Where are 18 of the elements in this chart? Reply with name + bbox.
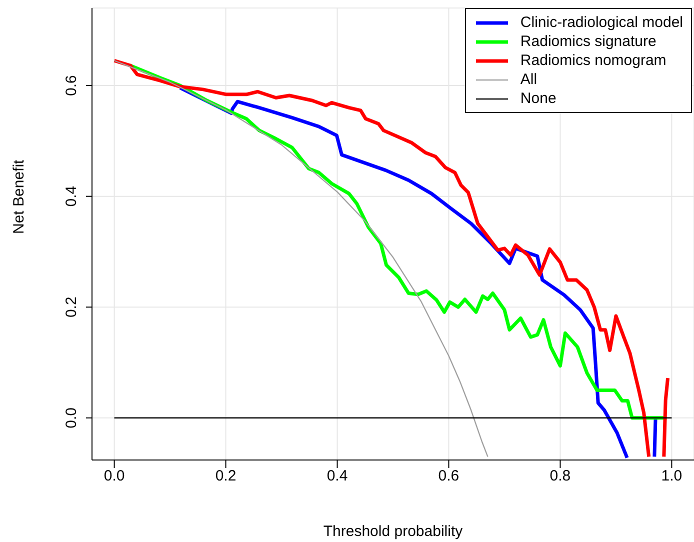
legend-label: Radiomics signature (520, 33, 656, 50)
legend-label: Clinic-radiological model (520, 14, 683, 31)
y-tick-label: 0.0 (63, 407, 80, 428)
y-tick-label: 0.4 (63, 186, 80, 207)
line-series (114, 60, 488, 458)
x-tick-label: 0.0 (104, 468, 125, 485)
legend-label: All (520, 71, 538, 88)
x-tick-label: 0.4 (326, 468, 348, 485)
legend-label: None (520, 90, 556, 107)
y-axis-title: Net Benefit (10, 158, 28, 234)
x-tick-label: 0.8 (550, 468, 571, 485)
x-tick-label: 0.2 (215, 468, 236, 485)
x-tick-label: 1.0 (661, 468, 682, 485)
legend-label: Radiomics nomogram (520, 52, 666, 69)
x-tick-label: 0.6 (438, 468, 460, 485)
x-axis-title: Threshold probability (323, 523, 464, 540)
y-tick-label: 0.2 (63, 296, 80, 318)
y-tick-label: 0.6 (63, 75, 80, 96)
